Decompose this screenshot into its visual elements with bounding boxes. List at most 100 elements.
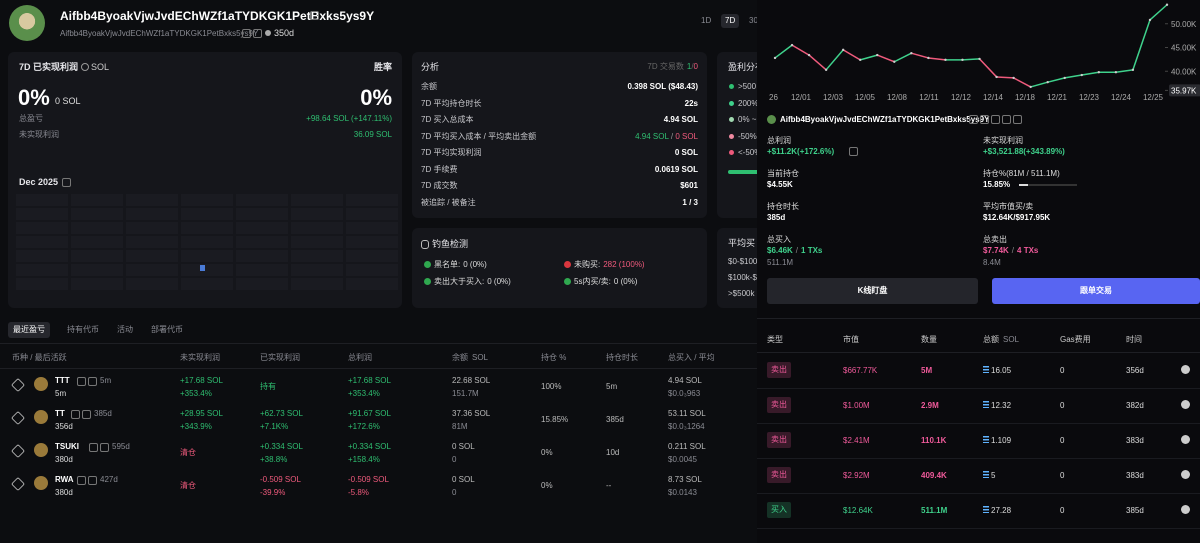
separator: / xyxy=(795,246,799,255)
unit: SOL xyxy=(91,62,110,72)
cell: -0.509 SOL xyxy=(348,475,389,484)
detail-icon[interactable] xyxy=(1181,400,1190,409)
detail-icon[interactable] xyxy=(1181,365,1190,374)
token-name[interactable]: TTT xyxy=(55,376,70,385)
separator: / xyxy=(1011,246,1015,255)
wallet-name: Aifbb4ByoakVjwJvdEChWZf1aTYDKGK1PetBxks5… xyxy=(60,9,375,23)
value: +$11.2K(+172.6%) xyxy=(767,147,835,156)
row-value: 22s xyxy=(685,99,698,109)
calendar-cell xyxy=(291,236,343,248)
tab[interactable]: 最近盈亏 xyxy=(8,322,50,338)
period-tab[interactable]: 7D xyxy=(721,14,740,28)
icon[interactable] xyxy=(88,476,97,485)
tab[interactable]: 活动 xyxy=(117,325,133,334)
favorite-star[interactable] xyxy=(10,443,26,459)
stat-label: 当前持仓 xyxy=(767,169,799,178)
unrealized: 36.09 SOL xyxy=(353,130,392,139)
icon[interactable] xyxy=(71,410,80,419)
icon[interactable] xyxy=(77,377,86,386)
calendar-cell xyxy=(236,208,288,220)
distribution-label: >500 xyxy=(738,82,757,91)
column-label: 币种 / 最后活跃 xyxy=(12,353,67,362)
detail-icon[interactable] xyxy=(1181,505,1190,514)
button[interactable]: K线盯盘 xyxy=(767,278,978,304)
calendar-cell xyxy=(126,264,178,276)
calendar-cell xyxy=(181,222,233,234)
cell: 37.36 SOL xyxy=(452,409,491,418)
calendar-cell xyxy=(16,250,68,262)
sol-icon xyxy=(983,401,989,408)
price-chart: 50.00K 45.00K 40.00K 35.97K 26 12/01 12/03 12/0… xyxy=(769,3,1200,102)
icon[interactable] xyxy=(310,11,319,20)
progress-fill xyxy=(1019,184,1028,186)
detail-icon[interactable] xyxy=(1181,435,1190,444)
calendar-cell xyxy=(16,222,68,234)
stat-label: 未实现利润 xyxy=(983,136,1023,145)
favorite-star[interactable] xyxy=(10,377,26,393)
price-point xyxy=(1148,18,1152,22)
sol-icon xyxy=(983,506,989,513)
column-label: 持仓 % xyxy=(541,353,567,362)
token-name[interactable]: TT xyxy=(55,409,65,418)
detail-icon[interactable] xyxy=(1181,470,1190,479)
icon[interactable] xyxy=(849,147,858,156)
calendar-marker xyxy=(200,265,205,271)
icon[interactable] xyxy=(89,443,98,452)
column-header: 持仓时长 xyxy=(606,353,638,363)
calendar-cell xyxy=(71,208,123,220)
icon[interactable] xyxy=(980,115,989,124)
icon[interactable] xyxy=(1013,115,1022,124)
icon[interactable] xyxy=(1002,115,1011,124)
column-header: 数量 xyxy=(921,335,937,345)
favorite-star[interactable] xyxy=(10,410,26,426)
token-name[interactable]: RWA xyxy=(55,475,74,484)
calendar-cell xyxy=(346,194,398,206)
cell: 持有 xyxy=(260,382,276,391)
x-tick-label: 12/21 xyxy=(1047,93,1068,102)
cell: +17.68 SOL xyxy=(348,376,391,385)
tab[interactable]: 部署代币 xyxy=(151,325,183,334)
icon[interactable] xyxy=(242,29,251,38)
icon[interactable] xyxy=(77,476,86,485)
calendar-cell xyxy=(291,278,343,290)
progress-track xyxy=(1019,184,1077,186)
icon[interactable] xyxy=(991,115,1000,124)
token-name[interactable]: TSUKI xyxy=(55,442,79,451)
period-tab[interactable]: 1D xyxy=(701,16,712,25)
favorite-star[interactable] xyxy=(10,476,26,492)
cell: 81M xyxy=(452,422,468,431)
phishing-item: 黑名单: 0 (0%) xyxy=(434,260,487,270)
value: 0 (0%) xyxy=(613,277,638,286)
cell: $0.0₃1264 xyxy=(668,422,705,431)
avg-buy-label: $0-$100 xyxy=(728,257,758,266)
y-tick-label: 45.00K xyxy=(1171,44,1197,53)
row-label: 余额 xyxy=(421,82,437,91)
side-panel-content: 50.00K 45.00K 40.00K 35.97K 26 12/01 12/03 12/0… xyxy=(757,0,1200,543)
icon[interactable] xyxy=(969,115,978,124)
button[interactable]: 跟单交易 xyxy=(992,278,1200,304)
tab[interactable]: 持有代币 xyxy=(67,325,99,334)
market-cap: $2.41M xyxy=(843,436,870,445)
price-point xyxy=(1114,71,1118,74)
value-part: 0.398 SOL ($48.43) xyxy=(627,82,698,91)
x-tick-label: 12/03 xyxy=(823,93,844,102)
price-segment xyxy=(996,76,1014,79)
status-dot xyxy=(564,261,571,268)
price-segment xyxy=(1081,71,1099,76)
icon[interactable] xyxy=(100,443,109,452)
column-header: 总额 SOL xyxy=(983,335,1019,345)
column-header: 市值 xyxy=(843,335,859,345)
calendar-cell xyxy=(16,278,68,290)
column-header: Gas费用 xyxy=(1060,335,1091,345)
icon[interactable] xyxy=(253,29,262,38)
pnl-percent: 0% xyxy=(18,85,50,110)
icon[interactable] xyxy=(62,178,71,187)
gas: 0 xyxy=(1060,401,1065,410)
time: 385d xyxy=(1126,506,1144,515)
trades-part: 0 xyxy=(693,62,698,71)
period-tab[interactable]: 30 xyxy=(749,16,758,25)
price-segment xyxy=(911,52,929,59)
icon[interactable] xyxy=(88,377,97,386)
calendar-cell xyxy=(236,236,288,248)
icon[interactable] xyxy=(82,410,91,419)
